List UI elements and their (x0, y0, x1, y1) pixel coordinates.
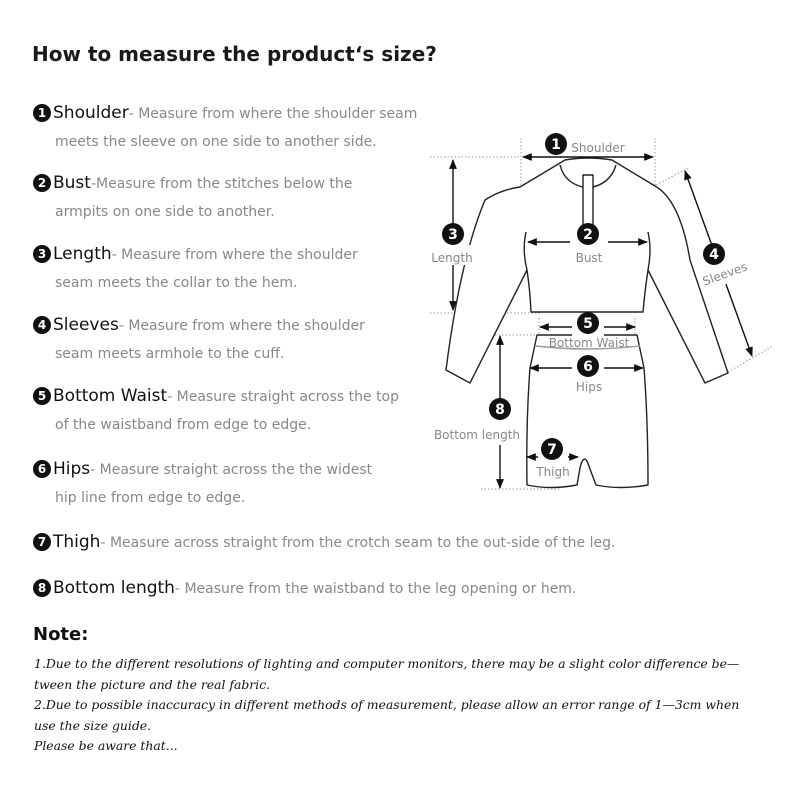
guide-lines (430, 138, 774, 490)
badge-7-text: 7 (547, 442, 557, 458)
top-garment (445, 157, 729, 384)
badge-6 (577, 355, 599, 377)
bust-label: Bust (576, 251, 603, 265)
note-line: use the size guide. (34, 717, 152, 733)
instruction-text: - Measure straight across the the widest (90, 462, 373, 478)
instruction-bottom-waist: 5 Bottom Waist- Measure straight across t… (33, 382, 399, 439)
badge-2 (577, 223, 599, 245)
label-backgrounds (430, 138, 746, 480)
instruction-thigh: 7 Thigh- Measure across straight from the… (33, 528, 615, 557)
badge-1 (545, 133, 567, 155)
badge-8 (489, 398, 511, 420)
number-badge: 6 (33, 460, 51, 478)
instruction-label: Length (53, 244, 112, 264)
number-badge: 5 (33, 387, 51, 405)
instruction-label: Bust (53, 173, 91, 193)
number-badge: 1 (33, 104, 51, 122)
note-line: 2.Due to possible inaccuracy in differen… (34, 697, 740, 712)
badge-2-text: 2 (583, 227, 593, 243)
hips-label: Hips (576, 380, 602, 394)
badge-1-text: 1 (551, 137, 561, 153)
badge-3-text: 3 (448, 227, 458, 243)
instruction-text: - Measure from where the shoulder (118, 318, 365, 334)
instruction-text-cont: hip line from edge to edge. (55, 490, 246, 506)
instruction-text: -Measure from the stitches below the (90, 176, 353, 192)
instruction-label: Bottom Waist (53, 386, 168, 406)
instruction-text-cont: meets the sleeve on one side to another … (55, 134, 377, 150)
instruction-shoulder: 1 Shoulder- Measure from where the should… (33, 99, 417, 156)
number-badge: 3 (33, 245, 51, 263)
instruction-text: - Measure from where the shoulder (111, 247, 358, 263)
badge-4 (703, 243, 725, 265)
note-line: tween the picture and the real fabric. (34, 676, 271, 692)
instruction-label: Shoulder (53, 103, 129, 123)
length-label: Length (431, 251, 472, 265)
note-title: Note: (33, 624, 89, 645)
instruction-text-cont: seam meets the collar to the hem. (55, 275, 298, 291)
bottom-length-label: Bottom length (434, 428, 520, 442)
badge-5 (577, 312, 599, 334)
instruction-bottom-length: 8 Bottom length- Measure from the waistba… (33, 574, 576, 603)
badge-8-text: 8 (495, 402, 505, 418)
number-badge: 7 (33, 533, 51, 551)
instruction-text: - Measure from the waistband to the leg … (174, 581, 577, 597)
instruction-text: - Measure across straight from the crotc… (100, 535, 616, 551)
instruction-text-cont: of the waistband from edge to edge. (55, 417, 312, 433)
badge-4-text: 4 (709, 247, 719, 263)
note-line: Please be aware that... (34, 738, 178, 753)
instruction-hips: 6 Hips- Measure straight across the the w… (33, 455, 372, 512)
number-circles (442, 133, 725, 460)
instruction-bust: 2 Bust-Measure from the stitches below th… (33, 169, 352, 226)
bottom-waist-label: Bottom Waist (549, 336, 630, 350)
instruction-length: 3 Length- Measure from where the shoulder… (33, 240, 358, 297)
instruction-text-cont: armpits on one side to another. (55, 204, 275, 220)
instruction-label: Hips (53, 459, 91, 479)
badge-5-text: 5 (583, 316, 593, 332)
badge-7 (541, 438, 563, 460)
badge-3 (442, 223, 464, 245)
note-line: 1.Due to the different resolutions of li… (34, 656, 740, 671)
instruction-label: Thigh (53, 532, 101, 552)
instruction-label: Bottom length (53, 578, 175, 598)
instruction-text-cont: seam meets armhole to the cuff. (55, 346, 285, 362)
thigh-label: Thigh (535, 465, 570, 479)
number-badge: 8 (33, 579, 51, 597)
note-text: 1.Due to the different resolutions of li… (34, 654, 774, 757)
instruction-text: - Measure straight across the top (167, 389, 400, 405)
number-badge: 2 (33, 174, 51, 192)
page-title: How to measure the product‘s size? (32, 42, 437, 66)
badge-6-text: 6 (583, 359, 593, 375)
shoulder-label: Shoulder (571, 141, 625, 155)
instruction-sleeves: 4 Sleeves- Measure from where the shoulde… (33, 311, 365, 368)
instruction-text: - Measure from where the shoulder seam (128, 106, 418, 122)
number-badge: 4 (33, 316, 51, 334)
instruction-label: Sleeves (53, 315, 119, 335)
